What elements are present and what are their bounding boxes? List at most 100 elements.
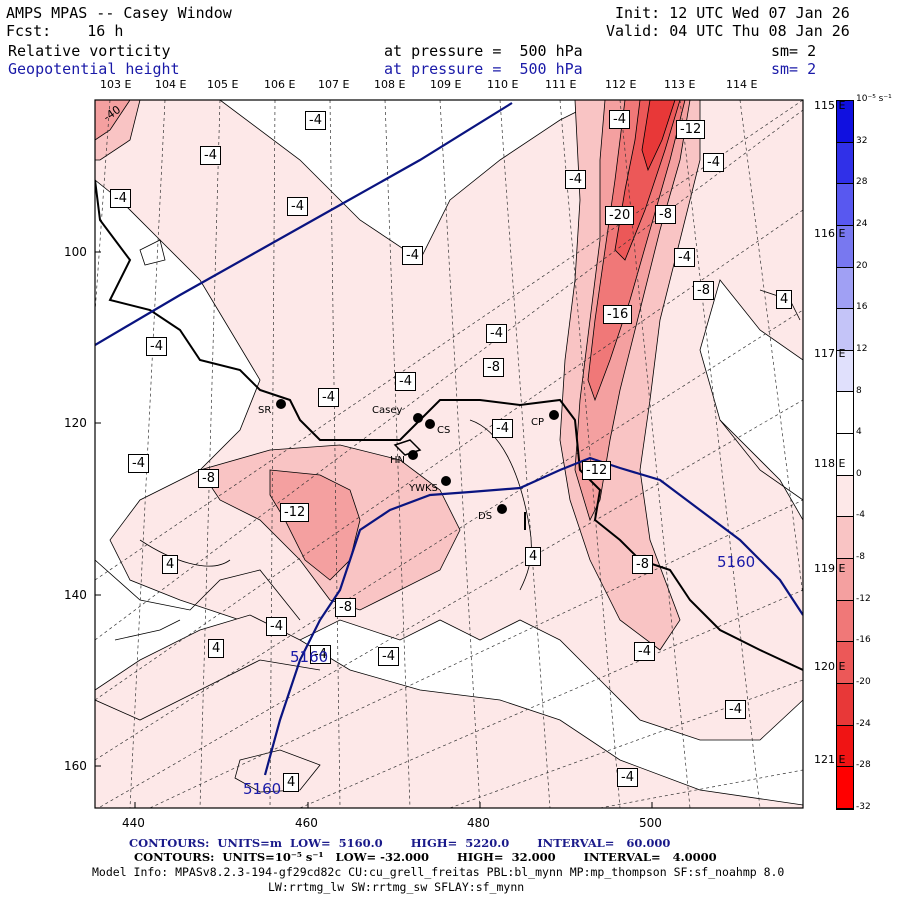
contour-label: -4 bbox=[378, 647, 399, 666]
colorbar-segment bbox=[837, 517, 853, 560]
lon-label-top: 103 E bbox=[100, 78, 132, 91]
footer-model-info: Model Info: MPASv8.2.3-194-gf29cd82c CU:… bbox=[92, 865, 785, 879]
vorticity-shading-core bbox=[587, 100, 686, 402]
contour-label: -4 bbox=[402, 246, 423, 265]
x-axis-label: 460 bbox=[295, 816, 318, 830]
station-label: SR bbox=[258, 405, 272, 416]
lon-label-right: 118 E bbox=[814, 457, 846, 470]
contour-label: -4 bbox=[395, 372, 416, 391]
colorbar-label: 28 bbox=[856, 177, 868, 188]
field1-level: at pressure = 500 hPa bbox=[384, 42, 583, 60]
field1-name: Relative vorticity bbox=[8, 42, 171, 60]
contour-label: -16 bbox=[603, 305, 633, 324]
station-marker bbox=[276, 399, 286, 409]
lon-label-top: 106 E bbox=[264, 78, 296, 91]
colorbar-segment bbox=[837, 434, 853, 476]
colorbar-label: -16 bbox=[856, 635, 871, 646]
y-axis-label: 120 bbox=[64, 416, 87, 430]
positive-contours bbox=[95, 239, 803, 721]
lon-label-top: 107 E bbox=[318, 78, 350, 91]
colorbar-segment bbox=[837, 683, 853, 726]
contour-label: -4 bbox=[703, 153, 724, 172]
station-marker bbox=[549, 410, 559, 420]
colorbar-segment bbox=[837, 267, 853, 310]
lon-label-right: 116 E bbox=[814, 227, 846, 240]
lon-label-right: 121 E bbox=[814, 753, 846, 766]
colorbar-segment bbox=[837, 600, 853, 643]
y-axis-label: 100 bbox=[64, 245, 87, 259]
height-label: 5160 bbox=[243, 780, 282, 798]
station-label: Casey bbox=[372, 405, 403, 416]
contour-label: -4 bbox=[609, 110, 630, 129]
contour-label: -4 bbox=[287, 197, 308, 216]
contour-label: -8 bbox=[483, 358, 504, 377]
station-marker bbox=[413, 413, 423, 423]
contour-label: -12 bbox=[676, 120, 706, 139]
contour-label: -4 bbox=[486, 324, 507, 343]
station-marker bbox=[425, 419, 435, 429]
station-label: HN bbox=[390, 455, 405, 466]
footer-model-info-2: LW:rrtmg_lw SW:rrtmg_sw SFLAY:sf_mynn bbox=[268, 880, 525, 894]
footer-height-contours: CONTOURS: UNITS=m LOW= 5160.0 HIGH= 5220… bbox=[129, 836, 671, 850]
contour-label: -20 bbox=[605, 206, 635, 225]
lon-label-top: 111 E bbox=[545, 78, 577, 91]
contour-label: -4 bbox=[266, 617, 287, 636]
colorbar-segment bbox=[837, 309, 853, 351]
contour-label: -4 bbox=[492, 419, 513, 438]
contour-label: 4 bbox=[525, 547, 542, 566]
contour-label: -8 bbox=[335, 598, 356, 617]
contour-label: -8 bbox=[655, 205, 676, 224]
colorbar-label: 32 bbox=[856, 135, 868, 146]
contour-label: 4 bbox=[283, 773, 300, 792]
contour-label: -4 bbox=[617, 768, 638, 787]
contour-label: -12 bbox=[280, 503, 310, 522]
colorbar-segment bbox=[837, 392, 853, 435]
colorbar-label: -8 bbox=[856, 552, 865, 563]
map-title: AMPS MPAS -- Casey Window bbox=[6, 4, 232, 22]
colorbar-label: 16 bbox=[856, 302, 868, 313]
contour-label: -4 bbox=[318, 388, 339, 407]
contour-label: -8 bbox=[632, 555, 653, 574]
init-time: Init: 12 UTC Wed 07 Jan 26 bbox=[615, 4, 850, 22]
colorbar-label: 8 bbox=[856, 385, 862, 396]
lon-label-top: 108 E bbox=[374, 78, 406, 91]
colorbar-label: 20 bbox=[856, 260, 868, 271]
field2-smoothing: sm= 2 bbox=[771, 60, 817, 78]
field2-name: Geopotential height bbox=[8, 60, 180, 78]
contour-label: -4 bbox=[305, 111, 326, 130]
station-label: CS bbox=[437, 425, 451, 436]
colorbar-segment bbox=[837, 142, 853, 185]
geopotential-contours bbox=[95, 102, 803, 776]
contour-label: -4 bbox=[200, 146, 221, 165]
colorbar bbox=[836, 100, 854, 810]
colorbar-label: -20 bbox=[856, 677, 871, 688]
contour-label: -4 bbox=[634, 642, 655, 661]
contour-label: -4 bbox=[674, 248, 695, 267]
lon-label-top: 104 E bbox=[155, 78, 187, 91]
station-label: YWKS bbox=[409, 483, 438, 494]
contour-label: -4 bbox=[146, 337, 167, 356]
lon-label-top: 105 E bbox=[207, 78, 239, 91]
contour-label: -4 bbox=[725, 700, 746, 719]
lon-label-top: 110 E bbox=[487, 78, 519, 91]
lon-label-right: 119 E bbox=[814, 562, 846, 575]
x-axis-label: 500 bbox=[639, 816, 662, 830]
vorticity-shading-light bbox=[95, 100, 803, 808]
colorbar-segment bbox=[837, 559, 853, 601]
contour-label: -4 bbox=[565, 170, 586, 189]
contour-label: -4 bbox=[310, 645, 331, 664]
lon-label-right: 115 E bbox=[814, 99, 846, 112]
colorbar-label: 4 bbox=[856, 427, 862, 438]
colorbar-label: 0 bbox=[856, 468, 862, 479]
field1-smoothing: sm= 2 bbox=[771, 42, 817, 60]
colorbar-unit: 10⁻⁵ s⁻¹ bbox=[856, 94, 892, 104]
lon-label-right: 117 E bbox=[814, 347, 846, 360]
colorbar-segment bbox=[837, 475, 853, 518]
lon-label-top: 114 E bbox=[726, 78, 758, 91]
height-label: 5160 bbox=[717, 553, 756, 571]
contour-label: 4 bbox=[162, 555, 179, 574]
colorbar-segment bbox=[837, 767, 853, 809]
colorbar-segment bbox=[837, 642, 853, 684]
contour-label: -8 bbox=[693, 281, 714, 300]
